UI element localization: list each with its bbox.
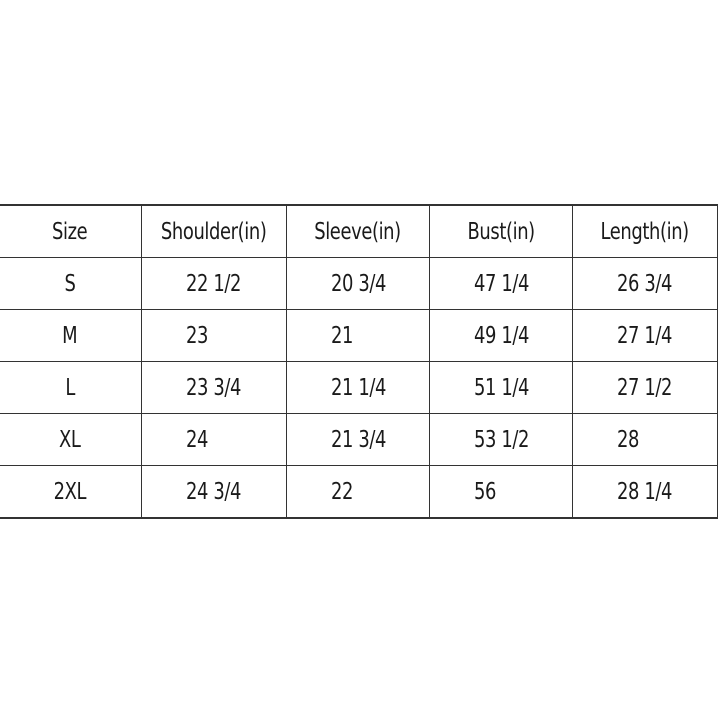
- header-length: Length(in): [571, 204, 719, 258]
- cell-sleeve: 21 3/4: [285, 413, 430, 466]
- cell-size: L: [0, 361, 142, 414]
- header-label: Size: [52, 218, 88, 245]
- cell-value: 22 1/2: [185, 270, 242, 297]
- cell-shoulder: 24 3/4: [140, 465, 287, 519]
- table-row: L 23 3/4 21 1/4 51 1/4 27 1/2: [0, 361, 719, 414]
- cell-value: 21 3/4: [330, 426, 386, 453]
- cell-bust: 47 1/4: [428, 257, 573, 310]
- size-chart-table: Size Shoulder(in) Sleeve(in) Bust(in) Length…: [0, 204, 719, 519]
- header-label: Sleeve(in): [314, 218, 402, 245]
- cell-value: 27 1/4: [616, 322, 672, 349]
- cell-length: 27 1/4: [571, 309, 719, 362]
- cell-bust: 56: [428, 465, 573, 519]
- cell-value: 49 1/4: [473, 322, 529, 349]
- cell-size: M: [0, 309, 142, 362]
- cell-bust: 49 1/4: [428, 309, 573, 362]
- cell-bust: 51 1/4: [428, 361, 573, 414]
- header-label: Length(in): [600, 218, 690, 245]
- header-shoulder: Shoulder(in): [140, 204, 287, 258]
- cell-value: XL: [59, 426, 81, 453]
- cell-length: 28: [571, 413, 719, 466]
- header-label: Bust(in): [467, 218, 535, 245]
- cell-sleeve: 20 3/4: [285, 257, 430, 310]
- cell-length: 27 1/2: [571, 361, 719, 414]
- cell-value: 21 1/4: [330, 374, 386, 401]
- cell-shoulder: 23: [140, 309, 287, 362]
- cell-value: 47 1/4: [473, 270, 529, 297]
- header-bust: Bust(in): [428, 204, 573, 258]
- cell-size: XL: [0, 413, 142, 466]
- header-sleeve: Sleeve(in): [285, 204, 430, 258]
- cell-value: 51 1/4: [473, 374, 529, 401]
- cell-sleeve: 21: [285, 309, 430, 362]
- cell-sleeve: 21 1/4: [285, 361, 430, 414]
- cell-sleeve: 22: [285, 465, 430, 519]
- cell-value: 22: [330, 478, 353, 505]
- cell-value: 56: [473, 478, 496, 505]
- cell-value: 24 3/4: [185, 478, 242, 505]
- table-row: XL 24 21 3/4 53 1/2 28: [0, 413, 719, 466]
- header-label: Shoulder(in): [161, 218, 267, 245]
- table-row: S 22 1/2 20 3/4 47 1/4 26 3/4: [0, 257, 719, 310]
- header-row: Size Shoulder(in) Sleeve(in) Bust(in) Length…: [0, 204, 719, 258]
- cell-value: 21: [330, 322, 353, 349]
- header-size: Size: [0, 204, 142, 258]
- cell-value: S: [64, 270, 76, 297]
- cell-length: 28 1/4: [571, 465, 719, 519]
- cell-size: S: [0, 257, 142, 310]
- cell-value: 27 1/2: [616, 374, 672, 401]
- cell-bust: 53 1/2: [428, 413, 573, 466]
- cell-value: 23: [185, 322, 208, 349]
- cell-value: 28: [616, 426, 639, 453]
- cell-value: 26 3/4: [616, 270, 672, 297]
- cell-shoulder: 23 3/4: [140, 361, 287, 414]
- cell-shoulder: 24: [140, 413, 287, 466]
- cell-value: L: [65, 374, 75, 401]
- cell-value: 20 3/4: [330, 270, 386, 297]
- cell-value: 28 1/4: [616, 478, 672, 505]
- cell-value: 23 3/4: [185, 374, 242, 401]
- cell-value: 24: [185, 426, 208, 453]
- cell-value: 2XL: [53, 478, 87, 505]
- table-row: M 23 21 49 1/4 27 1/4: [0, 309, 719, 362]
- cell-value: M: [62, 322, 78, 349]
- cell-shoulder: 22 1/2: [140, 257, 287, 310]
- cell-value: 53 1/2: [473, 426, 529, 453]
- cell-size: 2XL: [0, 465, 142, 519]
- table-row: 2XL 24 3/4 22 56 28 1/4: [0, 465, 719, 519]
- cell-length: 26 3/4: [571, 257, 719, 310]
